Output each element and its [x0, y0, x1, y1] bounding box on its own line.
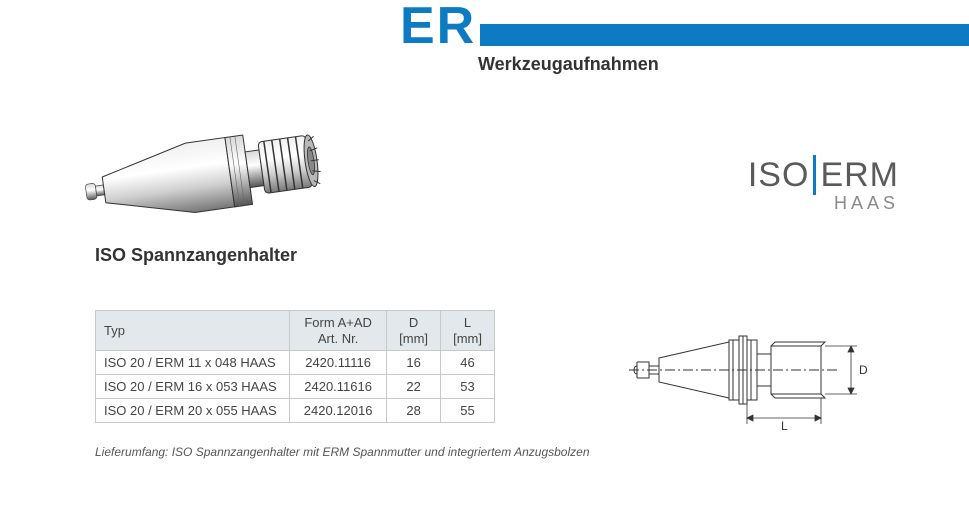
brand-left: ISO — [748, 156, 810, 195]
table-header-row: Typ Form A+ADArt. Nr. D[mm] L[mm] — [96, 311, 495, 351]
table-row: ISO 20 / ERM 20 x 055 HAAS 2420.12016 28… — [96, 399, 495, 423]
product-label: ISO Spannzangenhalter — [95, 245, 297, 266]
cell-artnr: 2420.11616 — [290, 375, 387, 399]
brand-right: ERM — [820, 156, 899, 195]
cell-l: 53 — [441, 375, 495, 399]
table-row: ISO 20 / ERM 16 x 053 HAAS 2420.11616 22… — [96, 375, 495, 399]
dimension-drawing: L D — [629, 300, 909, 440]
cell-d: 22 — [387, 375, 441, 399]
dim-label-l: L — [781, 419, 788, 433]
brand-block: ISO ERM HAAS — [748, 155, 899, 214]
col-artnr: Form A+ADArt. Nr. — [290, 311, 387, 351]
cell-typ: ISO 20 / ERM 11 x 048 HAAS — [96, 351, 290, 375]
header-er: ER — [400, 0, 476, 52]
brand-divider — [813, 155, 816, 195]
header-title-block: ER — [400, 0, 969, 52]
cell-typ: ISO 20 / ERM 20 x 055 HAAS — [96, 399, 290, 423]
header-accent-bar — [480, 24, 969, 46]
cell-typ: ISO 20 / ERM 16 x 053 HAAS — [96, 375, 290, 399]
cell-l: 55 — [441, 399, 495, 423]
cell-l: 46 — [441, 351, 495, 375]
brand-sub: HAAS — [748, 193, 899, 214]
cell-d: 28 — [387, 399, 441, 423]
product-illustration — [80, 115, 340, 235]
dim-label-d: D — [859, 363, 868, 377]
delivery-note: Lieferumfang: ISO Spannzangenhalter mit … — [95, 445, 590, 459]
spec-table-wrap: Typ Form A+ADArt. Nr. D[mm] L[mm] ISO 20… — [95, 310, 495, 423]
header-subtitle: Werkzeugaufnahmen — [478, 54, 969, 75]
brand-line1: ISO ERM — [748, 155, 899, 195]
spec-table: Typ Form A+ADArt. Nr. D[mm] L[mm] ISO 20… — [95, 310, 495, 423]
col-l: L[mm] — [441, 311, 495, 351]
col-typ: Typ — [96, 311, 290, 351]
page-header: ER Werkzeugaufnahmen — [400, 0, 969, 75]
cell-artnr: 2420.12016 — [290, 399, 387, 423]
table-row: ISO 20 / ERM 11 x 048 HAAS 2420.11116 16… — [96, 351, 495, 375]
cell-d: 16 — [387, 351, 441, 375]
cell-artnr: 2420.11116 — [290, 351, 387, 375]
col-d: D[mm] — [387, 311, 441, 351]
